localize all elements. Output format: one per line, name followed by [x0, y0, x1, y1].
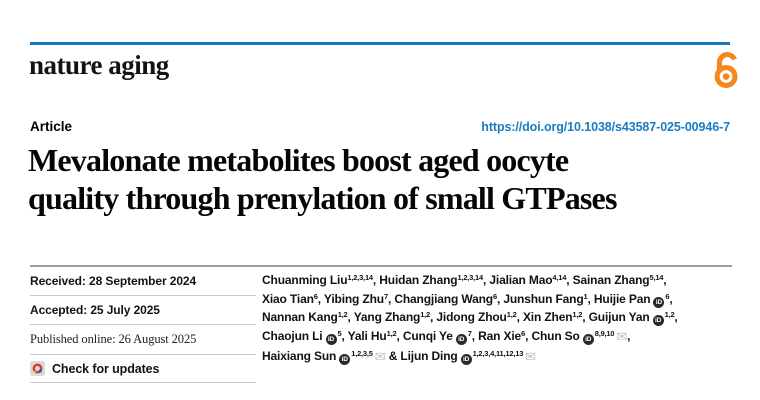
author-line: Xiao Tian6, Yibing Zhu7, Changjiang Wang…: [262, 290, 732, 309]
crossmark-icon: [30, 361, 45, 376]
author: Ran Xie6,: [478, 328, 532, 343]
orcid-icon[interactable]: iD: [653, 296, 665, 308]
author: Xiao Tian6,: [262, 291, 324, 306]
author-affiliations: 6: [313, 291, 318, 301]
email-icon[interactable]: ✉: [525, 350, 536, 365]
author-affiliations: 5: [337, 328, 342, 338]
author: Guijun Yan iD1,2,: [588, 310, 678, 326]
author: Nannan Kang1,2,: [262, 310, 354, 324]
author: Cunqi Ye iD7,: [402, 328, 479, 345]
author-affiliations: 6: [521, 328, 526, 338]
author-affiliations: 7: [383, 291, 388, 301]
article-type-label: Article: [30, 119, 73, 134]
author-line: Chuanming Liu1,2,3,14, Huidan Zhang1,2,3…: [262, 271, 732, 290]
accepted-date: Accepted: 25 July 2025: [30, 296, 256, 325]
author-affiliations: 1,2: [572, 310, 583, 319]
author-affiliations: 1,2: [420, 310, 431, 319]
author-affiliations: 1,2: [664, 310, 675, 319]
author-affiliations: 5,14: [649, 273, 664, 282]
author: Sainan Zhang5,14,: [572, 273, 667, 287]
author-line: Chaojun Li iD5, Yali Hu1,2, Cunqi Ye iD7, …: [262, 327, 732, 348]
author: Xin Zhen1,2,: [522, 310, 589, 324]
received-date: Received: 28 September 2024: [30, 267, 256, 296]
author-line: Haixiang Sun iD1,2,3,5 ✉ & Lijun Ding iD1,2…: [262, 347, 732, 368]
orcid-icon[interactable]: iD: [339, 354, 351, 365]
author: Chaojun Li iD5,: [262, 328, 348, 345]
author-affiliations: 7: [467, 328, 472, 338]
check-for-updates-label: Check for updates: [52, 361, 160, 376]
dates-column: Received: 28 September 2024 Accepted: 25…: [30, 267, 256, 383]
doi-link[interactable]: https://doi.org/10.1038/s43587-025-00946…: [481, 120, 730, 134]
published-date: Published online: 26 August 2025: [30, 325, 256, 355]
author-affiliations: 1,2,3,5: [351, 349, 373, 358]
author: Jialian Mao4,14,: [489, 273, 573, 287]
title-line-2: quality through prenylation of small GTP…: [28, 180, 617, 216]
info-section: Received: 28 September 2024 Accepted: 25…: [30, 265, 732, 383]
author-affiliations: 8,9,10: [594, 328, 615, 338]
orcid-icon[interactable]: iD: [460, 354, 472, 365]
author: Yang Zhang1,2,: [353, 310, 437, 324]
orcid-icon[interactable]: iD: [325, 333, 337, 345]
author-affiliations: 1,2,3,14: [347, 273, 373, 282]
author-affiliations: 4,14: [552, 273, 567, 282]
open-access-icon: [711, 49, 743, 89]
author: Haixiang Sun iD1,2,3,5 ✉ &: [262, 349, 401, 365]
author: Lijun Ding iD1,2,3,4,11,12,13 ✉: [400, 349, 536, 365]
author: Chuanming Liu1,2,3,14,: [262, 273, 380, 287]
author: Changjiang Wang6,: [394, 291, 504, 306]
author-affiliations: 1,2: [337, 310, 348, 319]
author-affiliations: 1,2: [386, 328, 397, 338]
orcid-icon[interactable]: iD: [652, 315, 664, 326]
author-affiliations: 6: [665, 291, 670, 301]
title-line-1: Mevalonate metabolites boost aged oocyte: [28, 142, 569, 178]
brand-rule: [30, 42, 730, 45]
author: Huijie Pan iD6,: [593, 291, 673, 308]
author: Yibing Zhu7,: [323, 291, 395, 306]
journal-name: nature aging: [29, 50, 169, 80]
orcid-icon[interactable]: iD: [455, 333, 467, 345]
author: Junshun Fang1,: [503, 291, 594, 306]
author: Jidong Zhou1,2,: [436, 310, 523, 324]
email-icon[interactable]: ✉: [374, 350, 386, 365]
author-affiliations: 1: [583, 291, 588, 301]
author-line: Nannan Kang1,2, Yang Zhang1,2, Jidong Zh…: [262, 308, 732, 327]
author-list: Chuanming Liu1,2,3,14, Huidan Zhang1,2,3…: [256, 267, 732, 383]
author-affiliations: 1,2,3,4,11,12,13: [472, 349, 524, 358]
author: Chun So iD8,9,10 ✉,: [531, 328, 631, 345]
author-affiliations: 1,2,3,14: [457, 273, 483, 282]
author-affiliations: 6: [492, 291, 497, 301]
author-affiliations: 1,2: [506, 310, 517, 319]
check-for-updates-button[interactable]: Check for updates: [30, 355, 256, 383]
meta-row: Article https://doi.org/10.1038/s43587-0…: [30, 119, 730, 134]
orcid-icon[interactable]: iD: [582, 333, 594, 345]
author: Yali Hu1,2,: [347, 328, 403, 343]
article-title: Mevalonate metabolites boost aged oocyte…: [28, 141, 738, 217]
author: Huidan Zhang1,2,3,14,: [379, 273, 490, 287]
email-icon[interactable]: ✉: [616, 329, 628, 345]
